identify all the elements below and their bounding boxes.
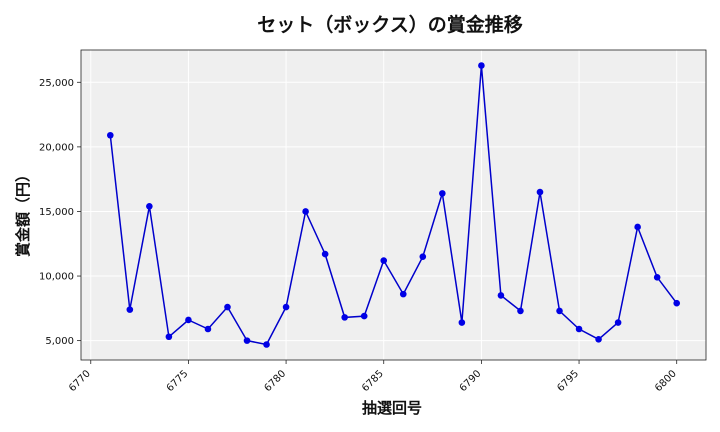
data-point [653, 274, 661, 281]
data-point [536, 188, 544, 196]
data-point [106, 131, 114, 139]
axes [80, 49, 707, 361]
data-point [673, 299, 681, 307]
x-tick-label: 6790 [458, 368, 484, 394]
data-point [595, 336, 602, 343]
data-point [497, 292, 505, 299]
data-point [204, 325, 212, 333]
plot-frame [80, 49, 707, 361]
x-tick-label: 6785 [360, 368, 386, 394]
data-point [634, 223, 641, 231]
data-point [185, 316, 192, 324]
y-axis-ticks: 5,000 10,000 15,000 20,000 25,000 [39, 78, 81, 347]
chart-title: セット（ボックス）の賞金推移 [257, 13, 522, 36]
data-point [556, 307, 563, 315]
x-tick-label: 6770 [67, 368, 93, 394]
data-point [126, 306, 134, 313]
data-point [321, 250, 329, 258]
y-tick-label: 10,000 [39, 272, 74, 283]
y-tick-label: 25,000 [39, 78, 74, 89]
data-point [165, 333, 173, 341]
data-point [282, 303, 290, 311]
data-point [360, 312, 368, 320]
data-point [380, 257, 388, 264]
y-tick-label: 5,000 [45, 336, 74, 347]
data-point [399, 290, 407, 298]
series-line [109, 65, 678, 346]
data-point [224, 303, 231, 311]
data-point [614, 319, 622, 326]
data-point [458, 319, 466, 326]
data-point [478, 62, 485, 69]
x-axis-ticks: 6770 6775 6780 6785 6790 6795 6800 [67, 360, 679, 394]
data-points [106, 62, 681, 348]
data-point [419, 253, 427, 260]
data-point [517, 307, 524, 315]
x-tick-label: 6775 [165, 368, 191, 394]
y-tick-label: 15,000 [39, 207, 74, 218]
plot-area [81, 50, 706, 360]
y-axis-label: 賞金額（円） [14, 167, 32, 257]
data-point [302, 208, 309, 215]
x-tick-label: 6780 [262, 368, 288, 394]
data-point [341, 314, 348, 321]
y-tick-label: 20,000 [39, 142, 74, 153]
data-point [243, 337, 251, 344]
data-point [263, 341, 270, 348]
x-axis-label: 抽選回号 [362, 399, 422, 417]
x-tick-label: 6795 [555, 368, 581, 394]
x-tick-label: 6800 [653, 368, 679, 394]
data-point [575, 325, 583, 333]
data-point [146, 202, 153, 210]
data-point [439, 190, 446, 197]
